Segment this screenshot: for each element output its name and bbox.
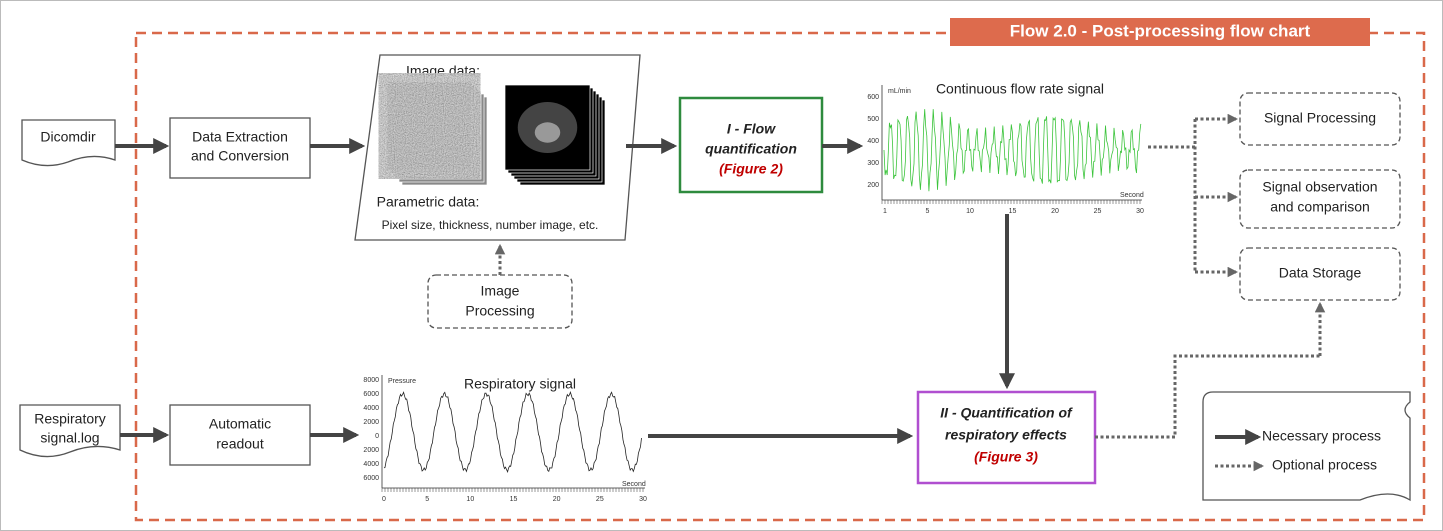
axis-label: Second xyxy=(1120,192,1144,199)
node-label: Dicomdir xyxy=(40,129,96,145)
image-stack xyxy=(504,84,606,186)
image-texture xyxy=(387,82,472,170)
x-tick-label: 10 xyxy=(466,496,474,503)
optional-box xyxy=(1239,247,1401,301)
node-label: II - Quantification of xyxy=(940,405,1073,421)
y-tick-label: 6000 xyxy=(363,391,379,398)
x-tick-label: 20 xyxy=(1051,208,1059,215)
node-label: readout xyxy=(216,436,264,452)
node-label: Processing xyxy=(465,303,534,319)
node-label: Automatic xyxy=(209,416,271,432)
node-label: signal.log xyxy=(40,430,99,446)
y-tick-label: 600 xyxy=(867,94,879,101)
node-label: and comparison xyxy=(1270,199,1370,215)
chart-title: Respiratory signal xyxy=(464,376,576,392)
node-label: Parametric data: xyxy=(377,194,480,210)
title-box xyxy=(950,18,1370,46)
y-tick-label: 4000 xyxy=(363,461,379,468)
node-label: Respiratory xyxy=(34,411,106,427)
y-tick-label: 6000 xyxy=(363,475,379,482)
node-label: Signal Processing xyxy=(1264,110,1376,126)
flow-waveform xyxy=(883,109,1142,192)
y-tick-label: 500 xyxy=(867,116,879,123)
x-tick-label: 30 xyxy=(639,496,647,503)
x-tick-label: 1 xyxy=(883,208,887,215)
x-tick-label: 15 xyxy=(510,496,518,503)
x-tick-label: 30 xyxy=(1136,208,1144,215)
image-anatomy xyxy=(534,122,561,143)
legend-box xyxy=(1202,391,1411,502)
x-tick-label: 20 xyxy=(553,496,561,503)
process-box xyxy=(169,117,311,179)
figure-ref: (Figure 2) xyxy=(719,161,783,177)
dotted-connector xyxy=(1095,354,1320,439)
y-tick-label: 0 xyxy=(375,433,379,440)
optional-box xyxy=(1239,92,1401,146)
process-box xyxy=(916,390,1097,485)
respiratory-waveform xyxy=(383,390,642,473)
y-tick-label: 2000 xyxy=(363,447,379,454)
x-tick-label: 25 xyxy=(596,496,604,503)
node-label: I - Flow xyxy=(727,121,776,137)
legend-label: Optional process xyxy=(1272,457,1377,473)
node-label: Pixel size, thickness, number image, etc… xyxy=(382,218,599,232)
node-label: Data Storage xyxy=(1279,265,1362,281)
axis-label: Pressure xyxy=(388,378,416,385)
y-tick-label: 8000 xyxy=(363,377,379,384)
image-stack xyxy=(386,81,488,186)
x-tick-label: 10 xyxy=(966,208,974,215)
chart-title: Continuous flow rate signal xyxy=(936,81,1104,97)
group-border xyxy=(134,31,1426,522)
axis-label: mL/min xyxy=(888,88,911,95)
document-shape xyxy=(19,404,121,458)
process-box xyxy=(678,96,824,194)
axis-label: Second xyxy=(622,481,646,488)
y-tick-label: 4000 xyxy=(363,405,379,412)
y-tick-label: 400 xyxy=(867,138,879,145)
y-tick-label: 200 xyxy=(867,182,879,189)
x-tick-label: 0 xyxy=(382,496,386,503)
figure-ref: (Figure 3) xyxy=(974,449,1038,465)
dotted-connector xyxy=(1148,119,1197,272)
document-shape xyxy=(21,119,116,167)
x-tick-label: 25 xyxy=(1094,208,1102,215)
title: Flow 2.0 - Post-processing flow chart xyxy=(1010,21,1311,40)
optional-box xyxy=(1239,169,1401,229)
node-label: and Conversion xyxy=(191,148,289,164)
y-tick-label: 2000 xyxy=(363,419,379,426)
node-label: Image data: xyxy=(406,63,480,79)
node-label: respiratory effects xyxy=(945,427,1067,443)
process-box xyxy=(169,404,311,466)
node-label: Signal observation xyxy=(1262,179,1377,195)
respiratory-signal-chart: 8000 6000 4000 2000 0 2000 4000 6000 0 5 10 15 20 25 3… xyxy=(363,375,647,503)
legend-label: Necessary process xyxy=(1262,428,1381,444)
x-tick-label: 15 xyxy=(1009,208,1017,215)
node-label: Data Extraction xyxy=(192,129,288,145)
node-label: Image xyxy=(481,283,520,299)
y-tick-label: 300 xyxy=(867,160,879,167)
x-tick-label: 5 xyxy=(926,208,930,215)
x-tick-label: 5 xyxy=(425,496,429,503)
node-label: quantification xyxy=(705,141,797,157)
